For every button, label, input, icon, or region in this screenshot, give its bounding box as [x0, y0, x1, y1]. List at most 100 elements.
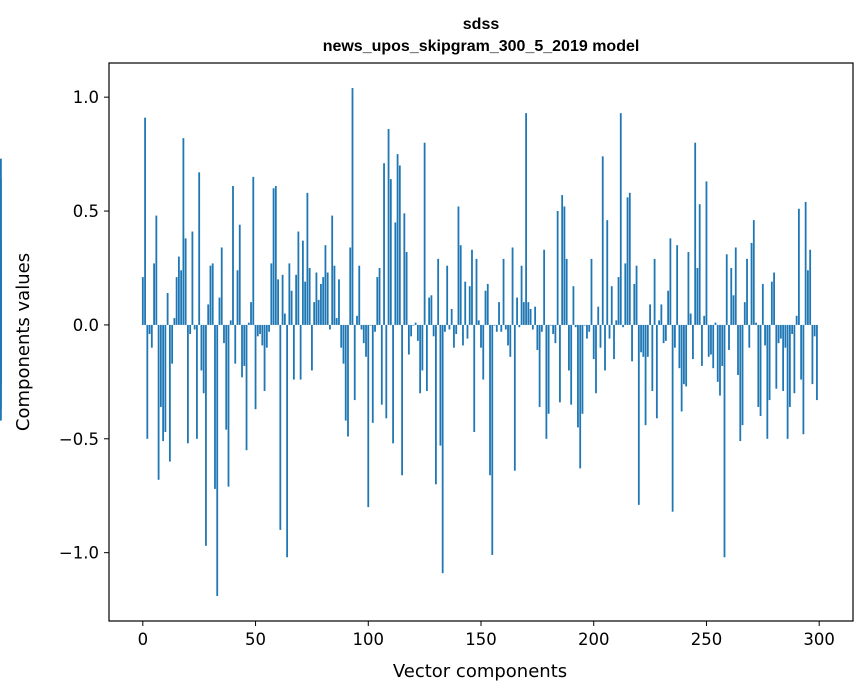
- bar: [493, 324, 496, 326]
- bar: [229, 320, 232, 325]
- bar: [407, 324, 410, 355]
- bar: [622, 324, 624, 328]
- bar: [534, 306, 537, 325]
- bar: [489, 324, 491, 476]
- bar: [759, 324, 762, 417]
- bar: [633, 283, 636, 325]
- bar: [389, 179, 392, 325]
- bar: [437, 258, 440, 325]
- y-tick-label: 0.5: [73, 202, 99, 221]
- bar: [707, 324, 710, 357]
- bar: [283, 313, 286, 325]
- bar: [495, 324, 498, 332]
- bar: [687, 252, 690, 325]
- bar: [459, 245, 462, 325]
- bar: [714, 322, 717, 325]
- bar: [529, 308, 532, 325]
- bar: [788, 324, 791, 407]
- chart-subtitle: news_upos_skipgram_300_5_2019 model: [323, 38, 640, 55]
- bar: [766, 324, 769, 439]
- bar: [450, 308, 453, 325]
- bar: [457, 206, 460, 325]
- bar: [324, 245, 327, 325]
- bar: [403, 213, 406, 325]
- bar: [335, 318, 338, 325]
- bar: [631, 324, 633, 362]
- bar: [739, 324, 742, 442]
- bar: [549, 324, 552, 326]
- bar: [148, 324, 151, 335]
- bar: [770, 281, 773, 325]
- y-tick-label: −1.0: [59, 544, 99, 563]
- bar: [419, 324, 422, 394]
- bar: [421, 324, 424, 371]
- bar: [737, 324, 739, 376]
- bar: [646, 324, 649, 357]
- bar: [290, 290, 293, 325]
- bar: [750, 242, 753, 325]
- y-tick-label: −0.5: [59, 430, 99, 449]
- bar: [775, 324, 778, 389]
- bar: [561, 195, 564, 325]
- bar: [755, 322, 757, 325]
- bar: [214, 324, 216, 489]
- bar: [586, 324, 588, 339]
- bar: [272, 188, 275, 325]
- bar: [773, 272, 775, 325]
- bar: [356, 315, 358, 325]
- bar: [394, 222, 397, 325]
- bar: [416, 324, 419, 341]
- bar: [793, 324, 796, 394]
- bar: [716, 324, 719, 382]
- bar: [225, 324, 228, 430]
- bar: [425, 324, 428, 391]
- bar: [322, 277, 325, 325]
- x-tick-label: 0: [138, 630, 149, 649]
- bar: [777, 324, 780, 344]
- chart-title: sdss: [463, 16, 500, 33]
- bar: [247, 322, 250, 325]
- bar: [615, 320, 618, 325]
- bar: [256, 324, 259, 337]
- bar: [807, 270, 809, 325]
- bar: [168, 324, 171, 462]
- bar: [466, 324, 469, 339]
- bar: [721, 324, 724, 366]
- bar: [360, 324, 363, 330]
- bar: [732, 295, 735, 325]
- bar: [730, 267, 733, 325]
- bar: [439, 324, 442, 446]
- bar: [572, 286, 575, 325]
- bar: [191, 231, 194, 325]
- bar: [592, 324, 595, 360]
- bar: [761, 283, 764, 325]
- bar: [299, 324, 302, 380]
- y-tick-label: 0.0: [73, 316, 99, 335]
- bar: [705, 181, 708, 325]
- bar: [554, 324, 557, 344]
- bar: [349, 247, 352, 325]
- bar: [531, 324, 534, 330]
- bar: [338, 279, 340, 325]
- bar: [261, 324, 264, 346]
- bar: [301, 240, 304, 325]
- bar: [658, 320, 661, 325]
- bar: [187, 324, 189, 444]
- bar: [227, 324, 230, 487]
- bar: [311, 324, 313, 371]
- bar: [380, 324, 383, 405]
- bar: [238, 224, 241, 325]
- bar: [184, 238, 187, 325]
- bar: [263, 324, 266, 391]
- bar: [0, 179, 2, 325]
- bar: [378, 267, 381, 325]
- x-tick-label: 300: [803, 630, 835, 649]
- bar: [802, 324, 805, 435]
- bar: [734, 247, 737, 325]
- bar: [725, 254, 728, 325]
- bar: [202, 324, 205, 394]
- bar: [306, 192, 309, 325]
- bar: [281, 274, 284, 325]
- bar: [680, 324, 683, 412]
- bar: [480, 324, 482, 348]
